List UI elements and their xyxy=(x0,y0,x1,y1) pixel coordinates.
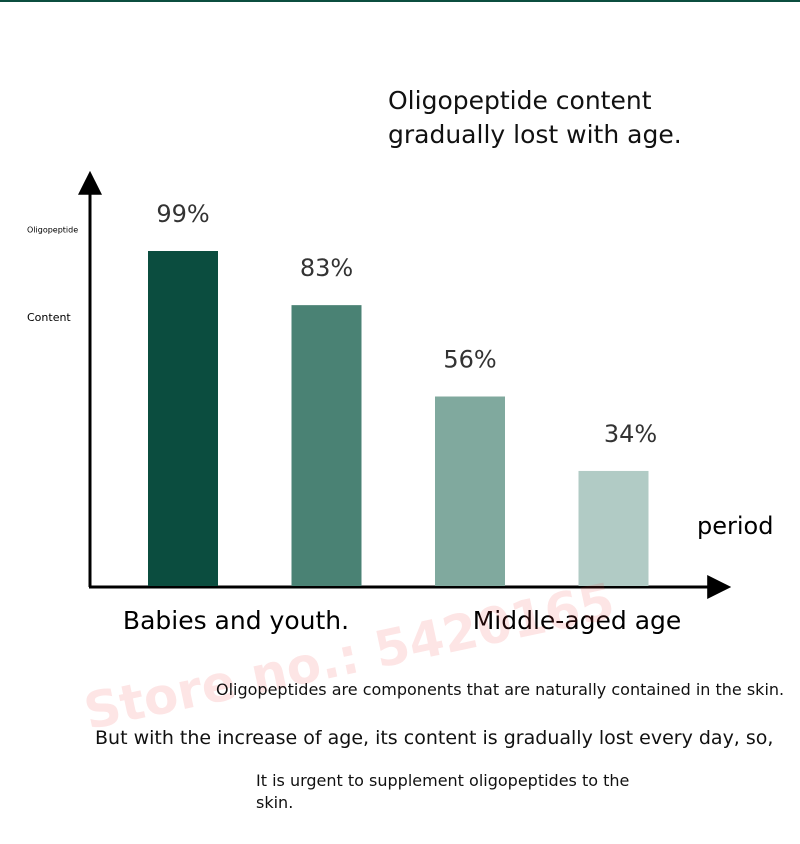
bar xyxy=(291,305,362,586)
value-label: 99% xyxy=(156,200,209,228)
axis-annotation: Babies and youth. xyxy=(123,606,349,635)
title-line: gradually lost with age. xyxy=(388,120,682,149)
title-line: Oligopeptide content xyxy=(388,86,652,115)
value-label: 56% xyxy=(443,346,496,374)
bar xyxy=(578,470,649,586)
y-axis-label: Content xyxy=(27,311,71,324)
bar xyxy=(148,251,218,586)
y-axis-label: Oligopeptide xyxy=(27,226,78,235)
note: It is urgent to supplement oligopeptides… xyxy=(256,771,630,812)
axis-annotation: Middle-aged age xyxy=(473,606,682,635)
note: Oligopeptides are components that are na… xyxy=(216,680,785,699)
watermark: Store no.: 5420165 xyxy=(79,572,619,741)
title: Oligopeptide content gradually lost with… xyxy=(388,84,682,152)
top-rule xyxy=(0,0,800,2)
note: But with the increase of age, its conten… xyxy=(95,727,774,749)
x-axis-label: period xyxy=(697,512,773,540)
value-label: 83% xyxy=(300,254,353,282)
value-label: 34% xyxy=(604,420,657,448)
bar xyxy=(435,396,505,586)
